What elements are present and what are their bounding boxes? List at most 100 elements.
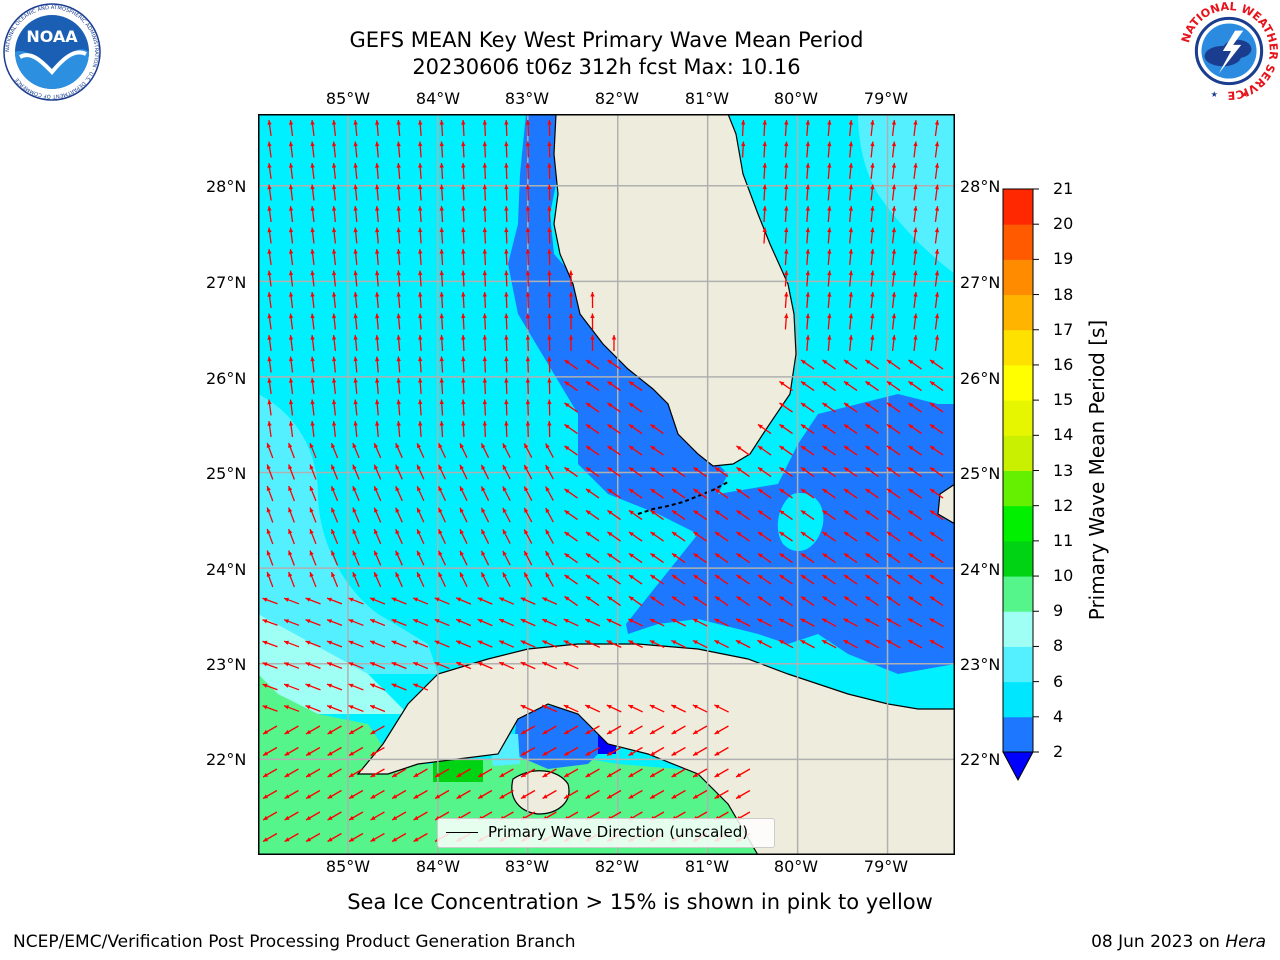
wave-direction-arrow	[395, 485, 403, 502]
wave-direction-arrow	[714, 704, 729, 713]
wave-direction-arrow	[331, 248, 337, 266]
wave-direction-arrow	[757, 618, 772, 627]
wave-direction-arrow	[502, 572, 511, 587]
wave-direction-arrow	[848, 227, 854, 244]
colorbar-segment	[1003, 716, 1033, 753]
wave-direction-arrow	[568, 313, 574, 330]
wave-direction-arrow	[310, 184, 315, 201]
wave-direction-arrow	[800, 423, 815, 435]
wave-direction-arrow	[934, 162, 940, 180]
wave-direction-arrow	[692, 746, 708, 757]
wave-direction-arrow	[375, 270, 380, 287]
wave-direction-arrow	[865, 402, 879, 413]
wave-direction-arrow	[886, 639, 901, 649]
wave-direction-arrow	[395, 528, 403, 545]
map-frame	[258, 114, 955, 855]
wave-direction-arrow	[886, 509, 901, 521]
wave-direction-arrow	[288, 227, 294, 244]
wave-direction-arrow	[455, 618, 472, 627]
colorbar-tick-label: 19	[1053, 249, 1074, 269]
wave-direction-arrow	[585, 402, 600, 413]
wave-direction-arrow	[822, 552, 836, 564]
wave-direction-arrow	[482, 119, 488, 137]
wave-direction-arrow	[520, 746, 536, 757]
wave-direction-arrow	[864, 639, 880, 649]
wave-direction-arrow	[418, 248, 423, 266]
wave-direction-arrow	[822, 531, 836, 542]
wave-direction-arrow	[504, 270, 509, 287]
wave-direction-arrow	[498, 597, 515, 605]
wave-direction-arrow	[934, 248, 940, 266]
lat-label-right: 26°N	[960, 369, 1001, 388]
lon-label-top: 84°W	[415, 89, 461, 108]
lon-label-bottom: 80°W	[773, 857, 819, 876]
wave-direction-arrow	[262, 640, 278, 648]
wave-direction-arrow	[391, 789, 407, 800]
wave-direction-arrow	[784, 313, 789, 330]
wave-direction-arrow	[778, 639, 794, 649]
wave-direction-arrow	[459, 486, 468, 501]
wave-direction-arrow	[353, 399, 358, 416]
wave-direction-arrow	[504, 227, 509, 244]
wave-direction-arrow	[262, 768, 278, 778]
wave-direction-arrow	[437, 507, 447, 523]
wave-direction-arrow	[564, 531, 578, 542]
wave-direction-arrow	[288, 248, 294, 266]
colorbar	[1002, 188, 1039, 782]
wave-direction-arrow	[396, 377, 401, 395]
colorbar-extend-triangle	[1002, 751, 1034, 782]
wave-direction-arrow	[564, 402, 578, 413]
wave-direction-arrows	[262, 119, 944, 843]
period-6-8-area	[858, 114, 955, 274]
wave-direction-arrow	[627, 618, 644, 627]
wave-direction-arrow	[330, 550, 339, 566]
wave-direction-arrow	[353, 270, 358, 287]
wave-direction-arrow	[929, 359, 944, 370]
wave-direction-arrow	[305, 725, 321, 735]
wave-direction-arrow	[649, 725, 665, 735]
colorbar-segment	[1003, 611, 1033, 647]
wave-direction-arrow	[714, 746, 729, 757]
wave-direction-arrow	[412, 683, 429, 691]
svg-text:★: ★	[1241, 89, 1248, 99]
wave-direction-arrow	[611, 334, 617, 352]
wave-direction-arrow	[693, 488, 707, 499]
footer-date: 08 Jun 2023 on Hera	[1091, 932, 1266, 952]
wave-direction-arrow	[395, 550, 403, 566]
wave-direction-arrow	[267, 313, 272, 330]
wave-direction-arrow	[541, 704, 558, 713]
wave-direction-arrow	[288, 507, 295, 523]
wave-direction-arrow	[671, 552, 686, 564]
wave-direction-arrow	[547, 227, 552, 244]
wave-direction-arrow	[800, 618, 815, 627]
wave-direction-arrow	[822, 466, 836, 478]
wave-direction-arrow	[692, 704, 708, 713]
wave-direction-arrow	[391, 768, 407, 778]
colorbar-segment	[1003, 364, 1033, 401]
wave-direction-arrow	[283, 683, 300, 691]
wave-direction-arrow	[418, 162, 423, 180]
wave-direction-arrow	[305, 832, 321, 843]
wave-direction-arrow	[525, 270, 531, 287]
wave-direction-arrow	[352, 464, 360, 480]
wave-direction-arrow	[779, 423, 793, 435]
wave-direction-arrow	[525, 420, 531, 438]
wave-direction-arrow	[929, 445, 944, 456]
wave-direction-arrow	[908, 423, 922, 435]
wave-direction-arrow	[309, 507, 317, 523]
wave-direction-arrow	[283, 640, 300, 648]
sea-ice-note: Sea Ice Concentration > 15% is shown in …	[347, 890, 933, 914]
wave-direction-arrow	[525, 334, 531, 352]
wave-direction-arrow	[348, 811, 364, 821]
wave-direction-arrow	[310, 334, 315, 352]
wave-direction-arrow	[779, 595, 793, 607]
lat-label-left: 22°N	[206, 750, 247, 769]
wave-direction-arrow	[547, 184, 552, 201]
lat-label-right: 25°N	[960, 464, 1001, 483]
wave-direction-arrow	[396, 399, 401, 416]
wave-direction-arrow	[541, 618, 558, 627]
lat-label-right: 27°N	[960, 273, 1001, 292]
wave-direction-arrow	[827, 334, 832, 352]
wave-direction-arrow	[504, 420, 509, 438]
wave-direction-arrow	[913, 184, 918, 201]
